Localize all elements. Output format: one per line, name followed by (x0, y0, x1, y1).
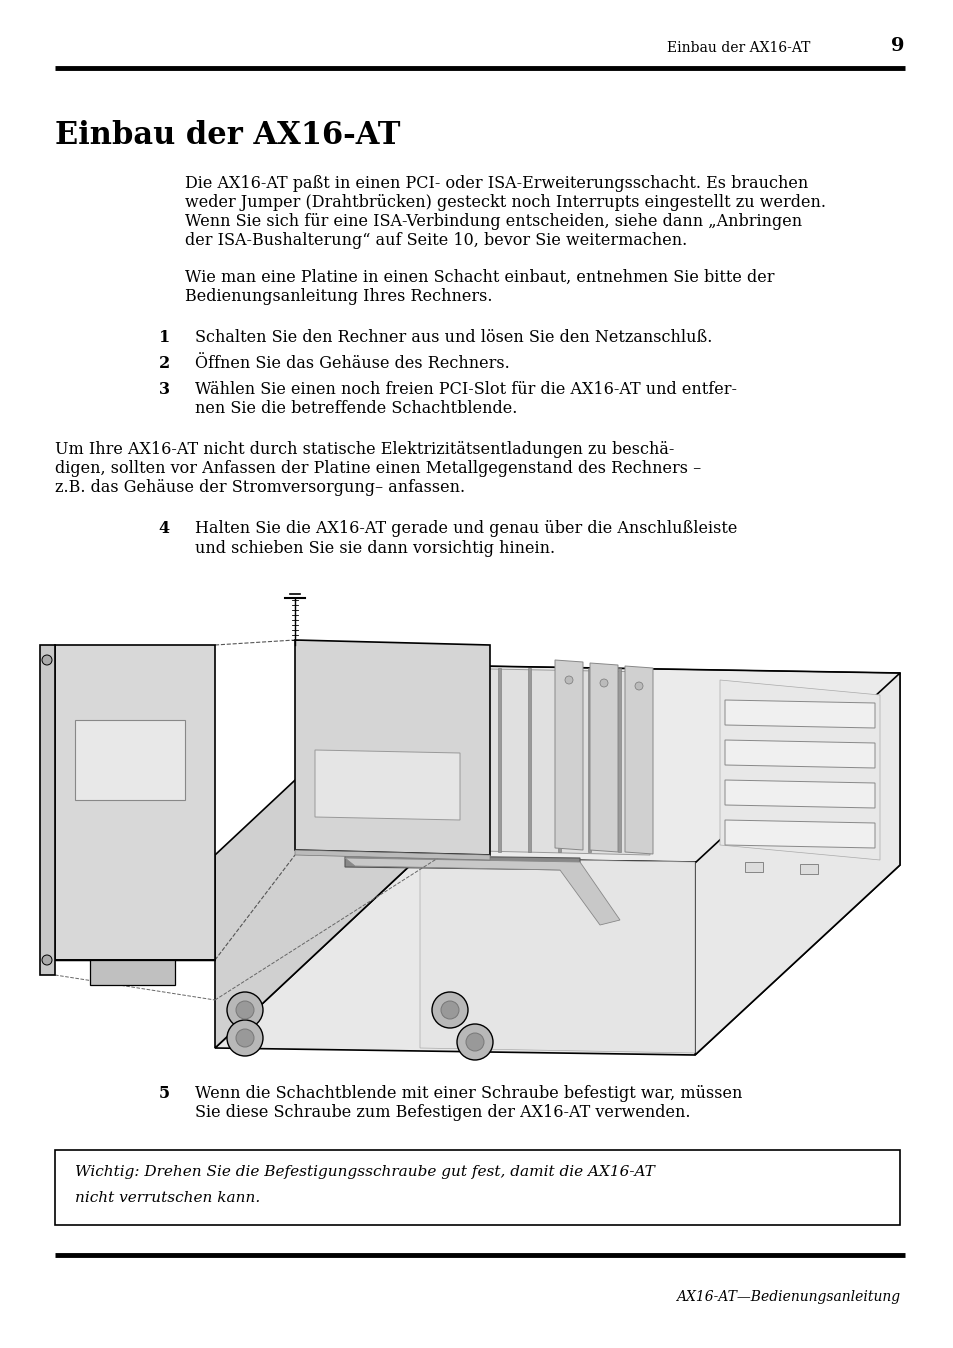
Polygon shape (695, 673, 899, 1055)
Text: Um Ihre AX16-AT nicht durch statische Elektrizitätsentladungen zu beschä-: Um Ihre AX16-AT nicht durch statische El… (55, 441, 674, 458)
Circle shape (564, 675, 573, 683)
Polygon shape (214, 857, 899, 1055)
Circle shape (235, 1029, 253, 1047)
Text: Wenn Sie sich für eine ISA-Verbindung entscheiden, siehe dann „Anbringen: Wenn Sie sich für eine ISA-Verbindung en… (185, 213, 801, 231)
Text: der ISA-Bushalterung“ auf Seite 10, bevor Sie weitermachen.: der ISA-Bushalterung“ auf Seite 10, bevo… (185, 232, 686, 249)
Circle shape (235, 1002, 253, 1019)
Polygon shape (624, 666, 652, 855)
Polygon shape (294, 851, 490, 860)
Circle shape (456, 1024, 493, 1060)
Polygon shape (589, 663, 618, 852)
Text: 3: 3 (159, 381, 170, 398)
Polygon shape (468, 669, 471, 852)
Polygon shape (345, 855, 579, 869)
Text: Bedienungsanleitung Ihres Rechners.: Bedienungsanleitung Ihres Rechners. (185, 288, 492, 305)
Polygon shape (417, 665, 899, 865)
Polygon shape (40, 644, 55, 975)
Polygon shape (314, 749, 459, 820)
Bar (800, 864, 817, 874)
Polygon shape (497, 669, 500, 852)
Polygon shape (724, 700, 874, 728)
Text: und schieben Sie sie dann vorsichtig hinein.: und schieben Sie sie dann vorsichtig hin… (194, 541, 555, 557)
FancyBboxPatch shape (55, 1150, 899, 1225)
Polygon shape (214, 665, 417, 1047)
Polygon shape (724, 740, 874, 768)
Polygon shape (555, 661, 582, 851)
Text: digen, sollten vor Anfassen der Platine einen Metallgegenstand des Rechners –: digen, sollten vor Anfassen der Platine … (55, 460, 700, 477)
Polygon shape (527, 669, 531, 852)
Polygon shape (587, 669, 590, 852)
Polygon shape (55, 960, 214, 985)
Text: Wählen Sie einen noch freien PCI-Slot für die AX16-AT und entfer-: Wählen Sie einen noch freien PCI-Slot fü… (194, 381, 737, 398)
Polygon shape (437, 669, 649, 855)
Text: 5: 5 (159, 1085, 170, 1103)
Polygon shape (558, 669, 560, 852)
Text: Wie man eine Platine in einen Schacht einbaut, entnehmen Sie bitte der: Wie man eine Platine in einen Schacht ei… (185, 270, 774, 286)
Polygon shape (437, 669, 440, 852)
Text: Sie diese Schraube zum Befestigen der AX16-AT verwenden.: Sie diese Schraube zum Befestigen der AX… (194, 1104, 690, 1122)
Text: Einbau der AX16-AT: Einbau der AX16-AT (666, 40, 809, 55)
Polygon shape (720, 679, 879, 860)
Polygon shape (419, 857, 695, 1053)
Text: weder Jumper (Drahtbrücken) gesteckt noch Interrupts eingestellt zu werden.: weder Jumper (Drahtbrücken) gesteckt noc… (185, 194, 825, 212)
Text: Schalten Sie den Rechner aus und lösen Sie den Netzanschluß.: Schalten Sie den Rechner aus und lösen S… (194, 329, 712, 346)
Text: Wenn die Schachtblende mit einer Schraube befestigt war, müssen: Wenn die Schachtblende mit einer Schraub… (194, 1085, 741, 1103)
Polygon shape (618, 669, 620, 852)
Polygon shape (294, 640, 490, 855)
Text: 1: 1 (158, 329, 170, 346)
Polygon shape (55, 644, 214, 960)
Text: Halten Sie die AX16-AT gerade und genau über die Anschlußleiste: Halten Sie die AX16-AT gerade und genau … (194, 520, 737, 537)
Text: Wichtig: Drehen Sie die Befestigungsschraube gut fest, damit die AX16-AT: Wichtig: Drehen Sie die Befestigungsschr… (75, 1165, 654, 1180)
Circle shape (599, 679, 607, 687)
Circle shape (440, 1002, 458, 1019)
Circle shape (432, 992, 468, 1029)
Text: Öffnen Sie das Gehäuse des Rechners.: Öffnen Sie das Gehäuse des Rechners. (194, 355, 509, 372)
Circle shape (635, 682, 642, 690)
Text: nen Sie die betreffende Schachtblende.: nen Sie die betreffende Schachtblende. (194, 400, 517, 417)
Circle shape (227, 992, 263, 1029)
Polygon shape (724, 820, 874, 848)
Circle shape (42, 954, 52, 965)
Text: 4: 4 (159, 520, 170, 537)
Text: AX16-AT—Bedienungsanleitung: AX16-AT—Bedienungsanleitung (675, 1290, 899, 1304)
Bar (744, 861, 762, 872)
Text: nicht verrutschen kann.: nicht verrutschen kann. (75, 1192, 260, 1205)
Polygon shape (724, 780, 874, 807)
Circle shape (227, 1020, 263, 1055)
Circle shape (465, 1033, 483, 1051)
Text: 9: 9 (890, 36, 904, 55)
Text: Die AX16-AT paßt in einen PCI- oder ISA-Erweiterungsschacht. Es brauchen: Die AX16-AT paßt in einen PCI- oder ISA-… (185, 175, 807, 191)
Text: z.B. das Gehäuse der Stromversorgung– anfassen.: z.B. das Gehäuse der Stromversorgung– an… (55, 479, 465, 496)
Bar (75, 720, 185, 799)
Polygon shape (345, 857, 619, 925)
Circle shape (42, 655, 52, 665)
Text: Einbau der AX16-AT: Einbau der AX16-AT (55, 120, 400, 151)
Text: 2: 2 (158, 355, 170, 372)
